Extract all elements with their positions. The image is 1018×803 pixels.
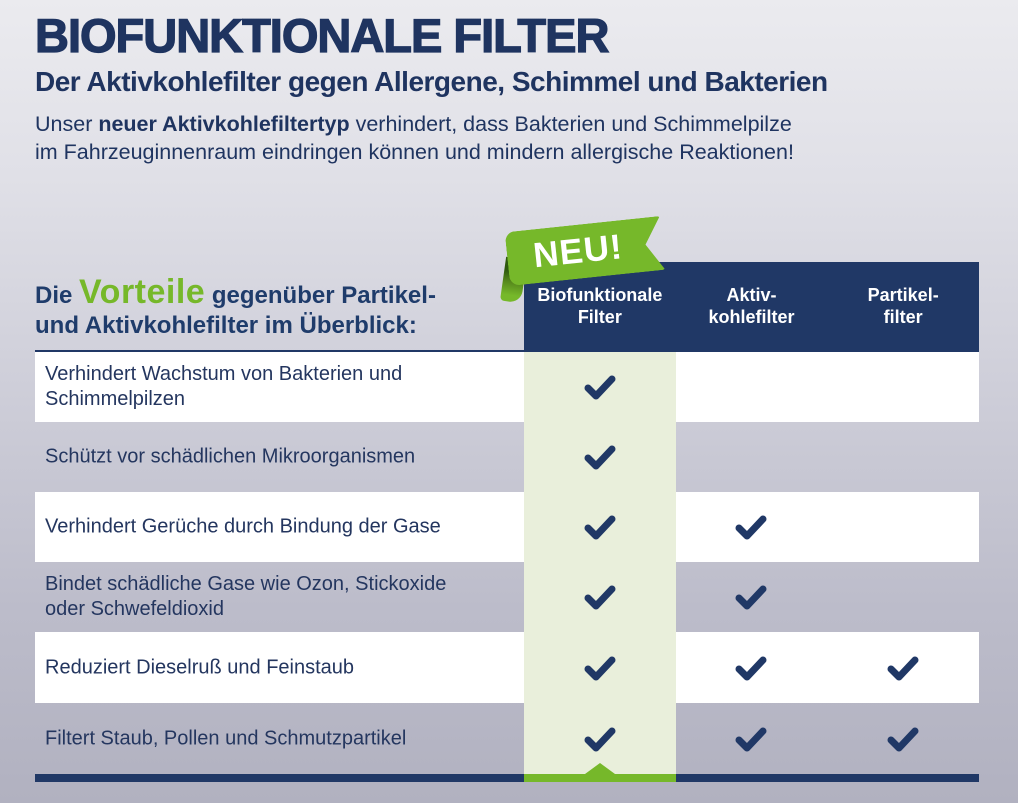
table-row: Schützt vor schädlichen Mikroorganismen <box>35 422 979 492</box>
strip-pointer-triangle-icon <box>585 763 615 774</box>
highlight-column-strip <box>524 352 676 774</box>
page-title: BIOFUNKTIONALE FILTER <box>34 8 610 62</box>
check-icon <box>584 655 616 681</box>
new-ribbon-label: NEU! <box>531 227 625 276</box>
intro-prefix: Unser <box>35 112 99 136</box>
row-label: Schützt vor schädlichen Mikroorganismen <box>45 445 416 468</box>
check-icon <box>584 584 616 610</box>
row-label: Bindet schädliche Gase wie Ozon, Stickox… <box>45 573 447 620</box>
table-row: Verhindert Gerüche durch Bindung der Gas… <box>35 492 979 562</box>
check-icon <box>584 444 616 470</box>
check-icon <box>584 514 616 540</box>
table-row: Filtert Staub, Pollen und Schmutzpartike… <box>35 703 979 774</box>
table-bottom-bar <box>35 774 979 782</box>
check-icon <box>735 726 767 752</box>
caption-highlight: Vorteile <box>79 273 206 311</box>
comparison-table: Verhindert Wachstum von Bakterien und Sc… <box>35 352 979 774</box>
column-header-2: Aktiv- kohlefilter <box>708 285 795 327</box>
intro-line2: im Fahrzeuginnenraum eindringen können u… <box>35 140 794 164</box>
column-header-bar: Biofunktionale Filter Aktiv- kohlefilter P… <box>524 262 979 350</box>
intro-rest: verhindert, dass Bakterien und Schimmelp… <box>349 112 792 136</box>
caption-post: gegenüber Partikel- <box>205 282 436 309</box>
page-subtitle: Der Aktivkohlefilter gegen Allergene, Sc… <box>35 66 828 97</box>
table-row: Bindet schädliche Gase wie Ozon, Stickox… <box>35 562 979 632</box>
check-icon <box>887 726 919 752</box>
column-header-3: Partikel- filter <box>867 285 939 327</box>
check-icon <box>735 584 767 610</box>
check-icon <box>735 514 767 540</box>
table-row: Verhindert Wachstum von Bakterien und Sc… <box>35 352 979 422</box>
table-top-line <box>35 350 979 352</box>
row-label: Filtert Staub, Pollen und Schmutzpartike… <box>45 727 407 749</box>
intro-bold: neuer Aktivkohlefiltertyp <box>98 112 350 136</box>
row-label: Verhindert Wachstum von Bakterien und Sc… <box>45 363 403 410</box>
check-icon <box>584 726 616 752</box>
check-icon <box>887 655 919 681</box>
column-header-1: Biofunktionale Filter <box>537 285 663 327</box>
check-icon <box>735 655 767 681</box>
caption-line2: und Aktivkohlefilter im Überblick: <box>35 312 417 339</box>
row-label: Reduziert Dieselruß und Feinstaub <box>45 656 355 678</box>
table-row: Reduziert Dieselruß und Feinstaub <box>35 632 979 703</box>
intro-text: Unser neuer Aktivkohlefiltertyp verhinde… <box>35 110 794 166</box>
table-caption: Die Vorteile gegenüber Partikel-und Akti… <box>35 275 436 341</box>
check-icon <box>584 374 616 400</box>
row-label: Verhindert Gerüche durch Bindung der Gas… <box>45 515 441 538</box>
caption-pre: Die <box>35 282 80 309</box>
table-bottom-bar-green <box>524 774 676 782</box>
